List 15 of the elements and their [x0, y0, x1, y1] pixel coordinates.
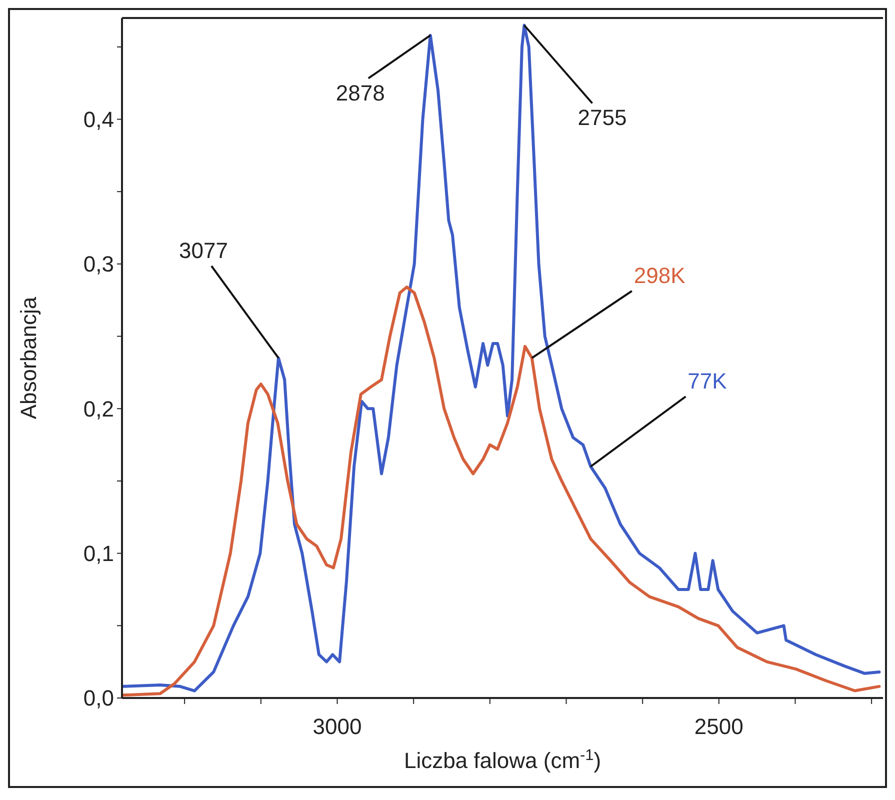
- annotation: 3077: [179, 238, 228, 263]
- y-tick-label: 0,3: [83, 252, 114, 277]
- x-tick-label: 2500: [694, 714, 744, 739]
- y-tick-label: 0,2: [83, 396, 114, 422]
- x-axis-title: Liczba falowa (cm$^{-1}$): [404, 746, 602, 773]
- y-tick-label: 0,0: [83, 686, 114, 711]
- y-tick-label: 0,1: [83, 541, 114, 566]
- text: 77K: [688, 368, 728, 394]
- line-series: [121, 24, 881, 692]
- y-tick-label: 0,4: [83, 106, 114, 132]
- annotation: 2755: [578, 105, 627, 130]
- x-tick-label: 3000: [312, 714, 362, 739]
- text: 298K: [634, 263, 686, 288]
- y-axis-title: Absorbancja: [16, 296, 41, 420]
- annotation: 2878: [336, 80, 385, 106]
